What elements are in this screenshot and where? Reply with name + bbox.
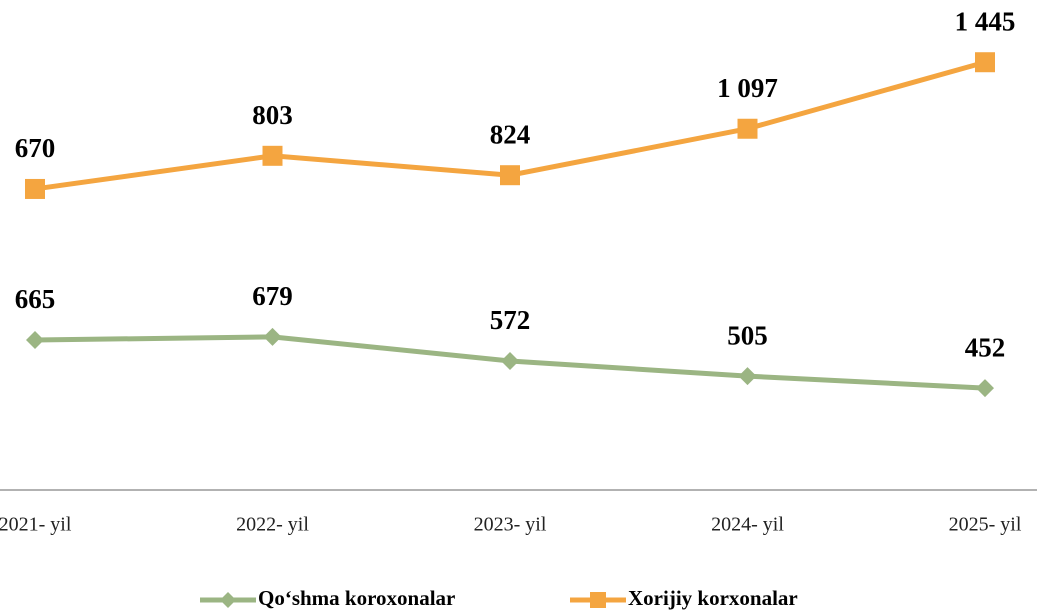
data-label: 665 [15, 284, 56, 314]
marker [262, 145, 283, 166]
legend-marker [220, 592, 236, 608]
data-label: 670 [15, 133, 56, 163]
x-tick-label: 2024- yil [711, 514, 784, 536]
marker [975, 52, 995, 73]
marker [738, 367, 757, 386]
data-label: 452 [965, 332, 1006, 362]
x-tick-label: 2021- yil [0, 514, 72, 536]
legend-marker [590, 592, 606, 608]
data-label: 572 [490, 305, 531, 335]
data-label: 1 097 [717, 73, 778, 103]
data-label: 824 [490, 119, 531, 149]
data-label: 679 [252, 281, 293, 311]
x-tick-label: 2025- yil [949, 514, 1022, 536]
data-label: 505 [727, 320, 768, 350]
legend-label: Xorijiy korxonalar [628, 586, 798, 610]
marker [976, 379, 994, 398]
marker [501, 352, 519, 371]
marker [25, 178, 45, 199]
x-tick-label: 2022- yil [236, 514, 309, 536]
marker [26, 331, 44, 350]
x-tick-label: 2023- yil [474, 514, 547, 536]
data-label: 1 445 [955, 6, 1016, 36]
legend-label: Qo‘shma koroxonalar [258, 586, 455, 610]
marker [263, 327, 282, 346]
marker [500, 165, 520, 186]
data-label: 803 [252, 100, 293, 130]
marker [737, 118, 758, 139]
